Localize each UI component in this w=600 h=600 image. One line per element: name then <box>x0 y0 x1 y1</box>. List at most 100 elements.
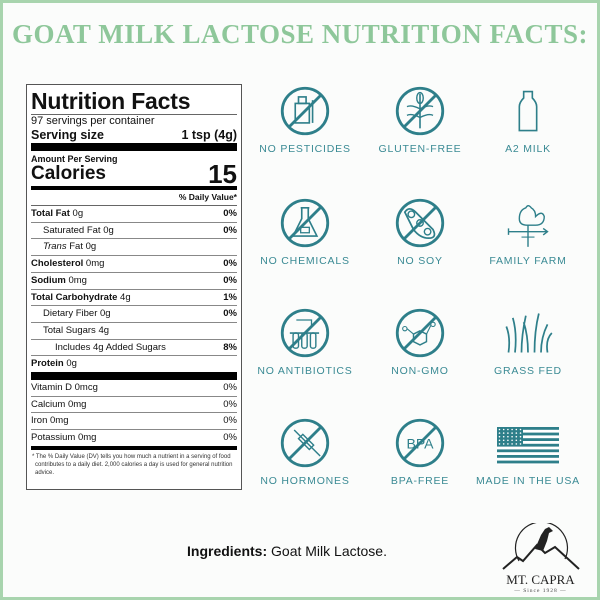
nutrient-label: Potassium 0mg <box>31 432 97 444</box>
nutrient-label: Calcium 0mg <box>31 398 87 410</box>
nutrient-daily-value: 0% <box>223 258 237 270</box>
badge-label: NO HORMONES <box>260 475 350 487</box>
wheat-icon <box>395 86 445 136</box>
nutrient-label: Sodium <box>31 274 66 286</box>
nutrient-label: Total Carbohydrate <box>31 291 118 303</box>
badge-label: GRASS FED <box>494 365 562 377</box>
serving-size-label: Serving size <box>31 128 104 142</box>
footnote: * The % Daily Value (DV) tells you how m… <box>32 453 233 476</box>
badge-label: MADE IN THE USA <box>476 475 580 487</box>
badge-label: FAMILY FARM <box>489 255 567 267</box>
milk-bottle-icon <box>518 90 538 132</box>
nutrient-amount: 4g <box>120 291 131 303</box>
nutrient-name: Vitamin D 0mcg <box>31 380 98 396</box>
nutrient-row: Saturated Fat 0g 0% <box>31 223 237 240</box>
logo-name: MT. CAPRA <box>506 572 575 587</box>
badge-label: GLUTEN-FREE <box>378 143 462 155</box>
nutrient-daily-value: 0% <box>223 224 237 236</box>
amount-per-serving: Amount Per Serving <box>31 154 118 164</box>
nutrient-row: Vitamin D 0mcg 0% <box>31 380 237 397</box>
ingredients: Ingredients: Goat Milk Lactose. <box>187 543 387 559</box>
nutrient-row: Iron 0mg 0% <box>31 413 237 431</box>
nutrient-name: Total Sugars 4g <box>31 323 109 339</box>
nutrient-name: Calcium 0mg <box>31 397 86 413</box>
bpa-icon: BPA <box>395 418 445 468</box>
nutrient-daily-value: 1% <box>223 291 237 303</box>
nutrient-name: Saturated Fat 0g <box>31 223 114 239</box>
serving-size: Serving size 1 tsp (4g) <box>31 128 237 151</box>
nutrient-daily-value: 0% <box>223 432 237 444</box>
badge-label: NO ANTIBIOTICS <box>257 365 353 377</box>
nutrient-row: Cholesterol 0mg 0% <box>31 256 237 273</box>
nutrient-name: Sodium 0mg <box>31 273 87 289</box>
servings-per-container: 97 servings per container <box>31 115 155 127</box>
nutrition-facts-label: Nutrition Facts 97 servings per containe… <box>26 84 242 490</box>
badge-label: NO CHEMICALS <box>260 255 350 267</box>
nutrient-label: Vitamin D 0mcg <box>31 382 98 394</box>
mountain-goat-icon <box>501 521 580 570</box>
grass-icon <box>505 313 553 353</box>
nutrient-daily-value: 0% <box>223 398 237 410</box>
flask-icon <box>280 198 330 248</box>
nutrient-name: Protein 0g <box>31 356 77 372</box>
nutrient-label: Dietary Fiber 0g <box>43 308 111 320</box>
daily-value-header: % Daily Value* <box>31 190 237 206</box>
badge-no-hormones: NO HORMONES <box>250 417 360 487</box>
logo-since: — Since 1928 — <box>514 588 567 594</box>
nutrient-name: Dietary Fiber 0g <box>31 306 111 322</box>
nutrient-daily-value: 0% <box>223 308 237 320</box>
nutrient-label: Total Fat <box>31 208 70 219</box>
nutrient-name: Total Carbohydrate 4g <box>31 290 131 306</box>
nutrient-row: Potassium 0mg 0% <box>31 430 237 450</box>
badge-no-soy: NO SOY <box>365 197 475 267</box>
badge-a2-milk: A2 MILK <box>473 85 583 155</box>
nutrient-daily-value: 0% <box>223 274 237 286</box>
nutrient-amount: 0mg <box>68 274 87 286</box>
nutrient-row: Sodium 0mg 0% <box>31 273 237 290</box>
nutrient-name: Trans Fat 0g <box>31 239 96 255</box>
nutrient-label: Total Sugars 4g <box>43 324 110 336</box>
nutrient-daily-value: 8% <box>223 341 237 353</box>
nutrient-row: Trans Fat 0g <box>31 239 237 257</box>
badge-non-gmo: NON-GMO <box>365 307 475 377</box>
nutrient-amount: Fat 0g <box>69 241 97 253</box>
brand-logo: MT. CAPRA — Since 1928 — <box>498 521 583 594</box>
nutrient-row: Protein 0g <box>31 356 237 381</box>
badge-made-in-the-usa: MADE IN THE USA <box>473 417 583 487</box>
calories: Calories 15 <box>31 159 237 190</box>
nutrient-label: Trans <box>43 241 67 253</box>
badge-label: NO PESTICIDES <box>259 143 351 155</box>
badge-no-pesticides: NO PESTICIDES <box>250 85 360 155</box>
badge-label: BPA-FREE <box>390 475 450 487</box>
badge-grass-fed: GRASS FED <box>473 307 583 377</box>
test-tubes-icon <box>280 308 330 358</box>
nutrient-name: Potassium 0mg <box>31 430 96 446</box>
page-title: GOAT MILK LACTOSE NUTRITION FACTS: <box>11 19 589 49</box>
soybean-icon <box>395 198 445 248</box>
nutrient-daily-value: 0% <box>223 415 237 427</box>
nutrient-name: Iron 0mg <box>31 413 69 429</box>
pesticide-bottle-icon <box>280 86 330 136</box>
nutrient-label: Protein <box>31 358 64 370</box>
nutrient-daily-value: 0% <box>223 208 237 219</box>
nutrient-amount: 0g <box>66 358 77 370</box>
molecule-icon <box>395 308 445 358</box>
nutrient-amount: 0g <box>72 208 84 219</box>
badge-label: NON-GMO <box>391 365 449 377</box>
nutrition-heading: Nutrition Facts <box>31 88 237 115</box>
us-flag-icon <box>497 427 559 465</box>
calories-value: 15 <box>208 159 237 189</box>
nutrient-name: Total Fat 0g <box>31 206 83 222</box>
ingredients-value: Goat Milk Lactose. <box>267 543 387 559</box>
nutrient-row: Total Sugars 4g <box>31 323 237 340</box>
nutrient-row: Total Carbohydrate 4g 1% <box>31 290 237 307</box>
nutrient-label: Iron 0mg <box>31 415 69 427</box>
badge-bpa-free: BPA BPA-FREE <box>365 417 475 487</box>
nutrient-label: Cholesterol <box>31 258 84 270</box>
nutrient-amount: 0mg <box>85 258 105 270</box>
badge-family-farm: FAMILY FARM <box>473 197 583 267</box>
nutrient-label: Saturated Fat 0g <box>43 224 114 236</box>
nutrient-name: Cholesterol 0mg <box>31 256 104 272</box>
nutrient-row: Total Fat 0g 0% <box>31 206 237 223</box>
nutrient-row: Dietary Fiber 0g 0% <box>31 306 237 323</box>
